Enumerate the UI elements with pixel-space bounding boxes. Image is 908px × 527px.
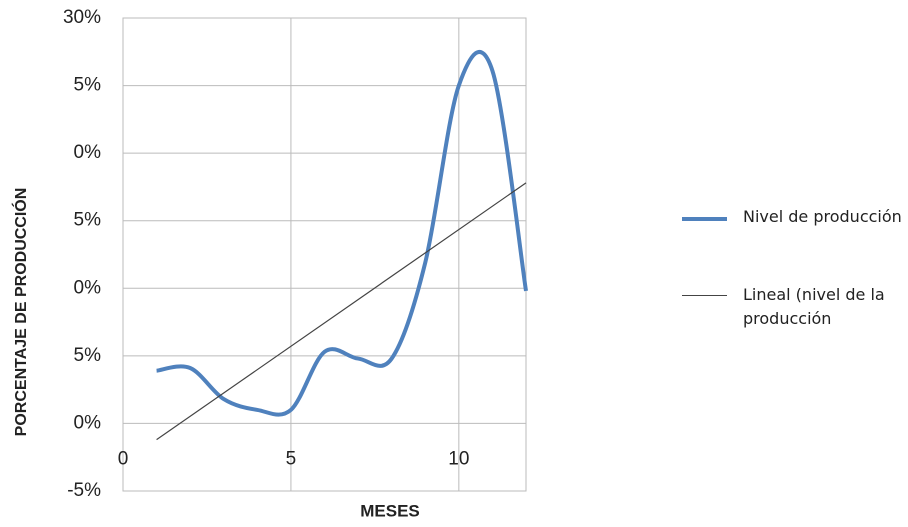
x-tick-label: 10 <box>448 448 469 469</box>
legend-swatch <box>682 295 727 296</box>
series-line <box>156 182 527 441</box>
x-axis-title: MESES <box>360 501 420 520</box>
series-line <box>156 49 528 417</box>
x-tick-label: 5 <box>286 448 297 469</box>
y-tick-label: 30% <box>63 7 101 28</box>
y-tick-label: 5% <box>74 210 102 231</box>
legend-label: Nivel de producción <box>743 207 902 226</box>
y-tick-label: 0% <box>74 277 102 298</box>
legend-label: Lineal (nivel de la producción <box>743 285 885 328</box>
y-tick-label: 0% <box>74 142 102 163</box>
y-axis-title: PORCENTAJE DE PRODUCCIÓN <box>11 188 30 437</box>
y-tick-label: -5% <box>67 480 101 501</box>
y-tick-label: 0% <box>74 412 102 433</box>
legend-swatch <box>682 217 727 221</box>
x-tick-label: 0 <box>118 448 129 469</box>
plot-area <box>122 17 527 492</box>
y-tick-label: 5% <box>74 75 102 96</box>
y-tick-label: 5% <box>74 345 102 366</box>
